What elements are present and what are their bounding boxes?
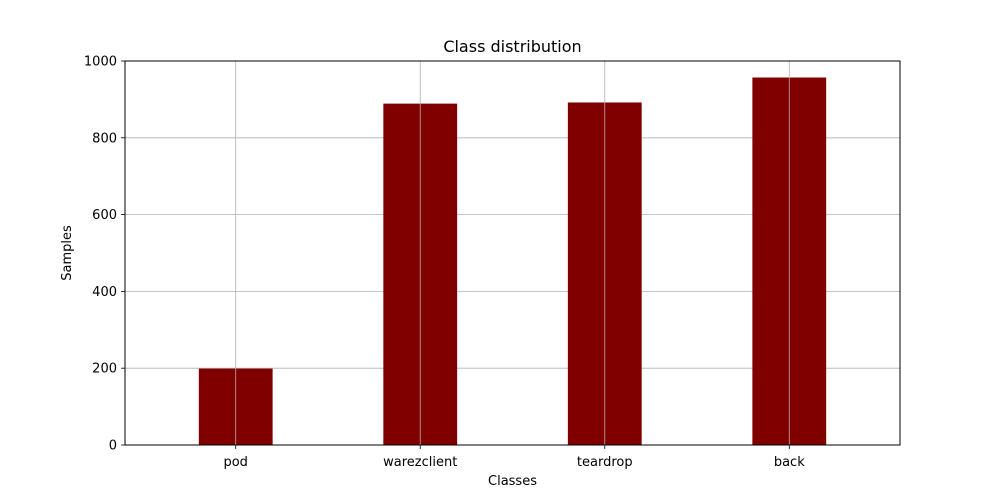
x-axis-ticks: pod warezclient teardrop back [223, 445, 805, 470]
chart-title: Class distribution [443, 37, 581, 56]
x-axis-label: Classes [488, 474, 537, 489]
vertical-grid-lines [235, 61, 790, 445]
x-tick-label: back [774, 455, 805, 470]
y-tick-label: 800 [92, 131, 117, 146]
y-tick-label: 200 [92, 362, 117, 377]
y-tick-label: 600 [92, 208, 117, 223]
bars [198, 77, 827, 446]
y-tick-label: 400 [92, 285, 117, 300]
x-tick-label: teardrop [577, 455, 633, 470]
y-axis-ticks: 0 200 400 600 800 1000 [84, 55, 125, 454]
x-tick-label: pod [223, 455, 247, 470]
y-axis-label: Samples [60, 225, 75, 281]
x-tick-label: warezclient [383, 455, 457, 470]
y-tick-label: 0 [109, 439, 117, 454]
plot-frame [124, 60, 901, 446]
y-tick-label: 1000 [84, 55, 117, 70]
